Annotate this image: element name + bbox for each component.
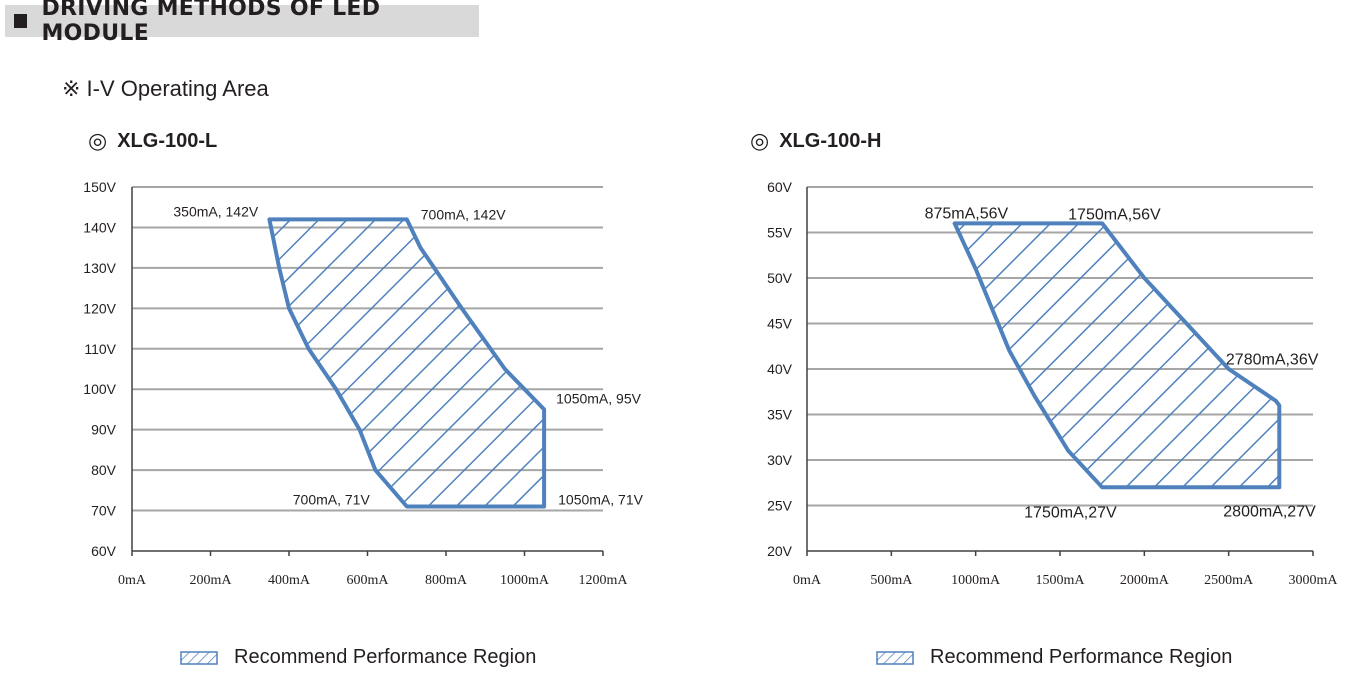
annotation-label: 350mA, 142V <box>173 203 258 219</box>
x-tick-label: 1500mA <box>1036 573 1086 588</box>
annotation-label: 875mA,56V <box>925 205 1009 222</box>
legend-hatch-swatch <box>876 650 914 665</box>
square-bullet-icon <box>14 14 28 28</box>
y-tick-label: 120V <box>83 300 116 316</box>
model-title-left: ◎ XLG-100-L <box>88 128 217 154</box>
y-tick-label: 140V <box>83 219 116 235</box>
model-label: XLG-100-L <box>117 129 218 152</box>
y-tick-label: 100V <box>83 381 116 397</box>
section-header: DRIVING METHODS OF LED MODULE <box>5 0 479 46</box>
y-tick-label: 50V <box>767 270 793 286</box>
legend-left: Recommend Performance Region <box>180 646 536 669</box>
x-tick-label: 1200mA <box>579 573 629 588</box>
double-circle-icon: ◎ <box>88 128 108 153</box>
operating-region-area <box>952 221 1282 490</box>
y-tick-label: 60V <box>91 543 117 559</box>
annotation-label: 2780mA,36V <box>1226 351 1319 368</box>
y-tick-label: 30V <box>767 452 793 468</box>
x-tick-label: 2000mA <box>1120 573 1170 588</box>
chart-xlg-100-l: 60V 70V 80V 90V 100V 110V 120V 130V 140V 150V 0mA 2… <box>83 179 643 588</box>
operating-region-area <box>267 217 547 509</box>
x-tick-label: 0mA <box>118 573 147 588</box>
subtitle: ※ I-V Operating Area <box>62 76 269 101</box>
annotation-label: 1750mA,56V <box>1068 206 1161 223</box>
y-tick-label: 55V <box>767 225 793 241</box>
y-tick-label: 130V <box>83 260 116 276</box>
model-label: XLG-100-H <box>779 129 882 152</box>
y-tick-label: 40V <box>767 361 793 377</box>
x-tick-label: 800mA <box>425 573 468 588</box>
annotation-label: 1750mA,27V <box>1024 504 1117 521</box>
legend-label: Recommend Performance Region <box>234 646 537 668</box>
y-tick-label: 35V <box>767 407 793 423</box>
y-tick-label: 90V <box>91 422 117 438</box>
y-tick-label: 20V <box>767 543 793 559</box>
legend-right: Recommend Performance Region <box>876 646 1232 669</box>
x-tick-label: 0mA <box>793 573 822 588</box>
legend-hatch-swatch <box>180 650 218 665</box>
legend-label: Recommend Performance Region <box>930 646 1233 668</box>
annotation-label: 1050mA, 71V <box>558 492 643 508</box>
double-circle-icon: ◎ <box>750 128 770 153</box>
annotation-label: 1050mA, 95V <box>556 390 641 406</box>
annotation-label: 700mA, 71V <box>293 492 371 508</box>
x-tick-label: 1000mA <box>500 573 550 588</box>
x-tick-label: 600mA <box>347 573 390 588</box>
y-tick-label: 70V <box>91 503 117 519</box>
annotation-label: 2800mA,27V <box>1223 503 1316 520</box>
y-tick-label: 80V <box>91 462 117 478</box>
x-tick-label: 1000mA <box>951 573 1001 588</box>
x-tick-label: 3000mA <box>1289 573 1339 588</box>
x-tick-label: 500mA <box>870 573 913 588</box>
section-title: DRIVING METHODS OF LED MODULE <box>41 0 381 46</box>
x-tick-label: 200mA <box>190 573 233 588</box>
x-tick-label: 2500mA <box>1204 573 1254 588</box>
annotation-label: 700mA, 142V <box>421 206 506 222</box>
x-tick-label: 400mA <box>268 573 311 588</box>
y-tick-label: 60V <box>767 179 793 195</box>
chart-xlg-100-h: 20V 25V 30V 35V 40V 45V 50V 55V 60V 0mA 500mA 1000m… <box>767 179 1338 588</box>
y-tick-label: 150V <box>83 179 116 195</box>
model-title-right: ◎ XLG-100-H <box>750 128 881 154</box>
y-tick-label: 25V <box>767 498 793 514</box>
y-tick-label: 45V <box>767 316 793 332</box>
y-tick-label: 110V <box>84 341 116 357</box>
